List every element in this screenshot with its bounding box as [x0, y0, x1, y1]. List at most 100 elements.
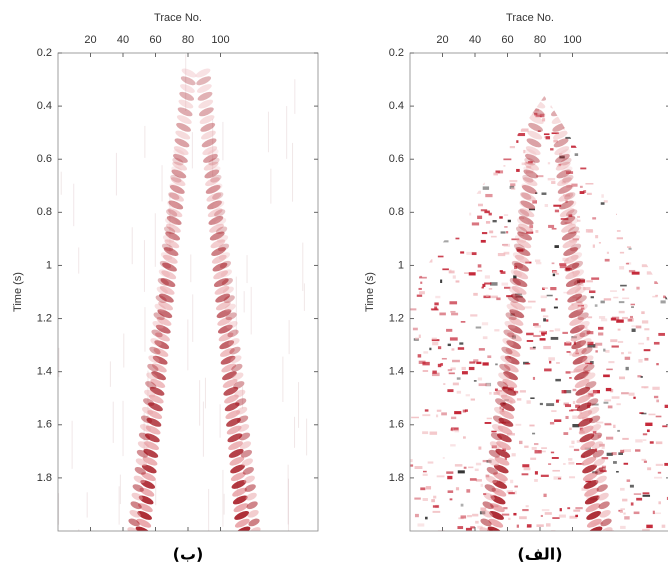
wavelet: [196, 84, 212, 93]
noise: [604, 399, 612, 402]
noise: [531, 446, 537, 450]
wavelet: [236, 406, 248, 415]
noise: [646, 429, 650, 433]
noise: [587, 344, 596, 348]
noise: [589, 140, 594, 143]
noise: [586, 192, 592, 195]
wavelet: [524, 161, 540, 171]
noise: [642, 528, 650, 531]
noise: [504, 226, 508, 228]
wavelet: [171, 169, 187, 179]
noise: [144, 125, 146, 158]
noise: [620, 284, 627, 287]
noise: [646, 271, 653, 275]
noise: [562, 331, 568, 334]
noise: [192, 294, 194, 342]
noise: [477, 264, 482, 268]
wavelet: [561, 223, 576, 233]
wavelet: [196, 76, 212, 86]
noise: [488, 154, 493, 157]
noise: [602, 161, 611, 164]
wavelet: [524, 157, 536, 166]
noise: [559, 265, 567, 269]
noise: [411, 149, 419, 153]
wavelet: [570, 332, 586, 342]
noise: [435, 151, 440, 155]
noise: [508, 517, 511, 520]
noise: [642, 439, 647, 441]
wavelet: [557, 177, 572, 187]
wavelet: [166, 223, 181, 233]
noise: [619, 138, 625, 142]
wavelet: [176, 122, 191, 132]
noise: [435, 414, 439, 418]
noise: [414, 149, 421, 151]
noise: [620, 97, 627, 101]
noise: [212, 118, 214, 176]
wavelet: [582, 464, 597, 474]
noise: [538, 113, 546, 117]
noise: [415, 337, 419, 340]
noise: [549, 330, 554, 332]
noise: [657, 151, 662, 154]
noise: [642, 492, 650, 495]
noise: [639, 104, 646, 108]
wavelet: [226, 425, 242, 435]
wavelet: [179, 91, 195, 101]
noise: [562, 127, 565, 130]
wavelet: [241, 458, 253, 467]
wavelet: [151, 363, 167, 373]
wavelet: [168, 192, 180, 200]
noise: [553, 139, 558, 143]
wavelet: [514, 262, 529, 272]
noise: [572, 238, 579, 241]
noise: [651, 165, 656, 168]
wavelet: [508, 286, 520, 295]
noise: [432, 341, 439, 346]
wavelet: [175, 130, 191, 140]
noise: [654, 281, 659, 284]
wavelet: [144, 441, 159, 451]
noise: [439, 312, 446, 316]
noise: [647, 467, 652, 471]
y-tick-label: 1: [398, 259, 404, 271]
wavelet: [565, 278, 581, 288]
noise: [548, 463, 552, 465]
noise: [440, 279, 443, 283]
noise: [611, 316, 620, 321]
noise: [563, 432, 569, 435]
noise: [441, 412, 447, 416]
noise: [485, 474, 490, 478]
noise: [574, 230, 580, 233]
wavelet: [173, 146, 189, 156]
wavelet: [144, 433, 160, 443]
noise: [422, 361, 430, 366]
noise: [660, 300, 666, 304]
noise: [654, 512, 661, 515]
noise: [471, 252, 477, 256]
noise: [544, 204, 549, 208]
noise: [460, 103, 468, 106]
y-tick-label: 0.6: [389, 153, 404, 165]
noise: [653, 395, 659, 399]
wavelet: [169, 184, 185, 194]
noise: [477, 377, 483, 381]
noise: [243, 291, 245, 313]
noise: [526, 332, 534, 336]
noise: [431, 499, 435, 503]
noise: [627, 351, 632, 354]
noise: [568, 458, 573, 461]
noise: [485, 221, 491, 224]
noise: [556, 95, 565, 97]
noise: [555, 399, 559, 403]
noise: [637, 375, 642, 378]
noise: [286, 106, 288, 159]
noise: [480, 483, 483, 487]
wavelet: [584, 487, 599, 497]
noise: [469, 361, 476, 364]
noise: [630, 303, 636, 306]
wavelet: [576, 394, 591, 404]
wavelet: [510, 269, 522, 278]
noise: [533, 323, 539, 326]
y-tick-label: 0.8: [37, 206, 52, 218]
